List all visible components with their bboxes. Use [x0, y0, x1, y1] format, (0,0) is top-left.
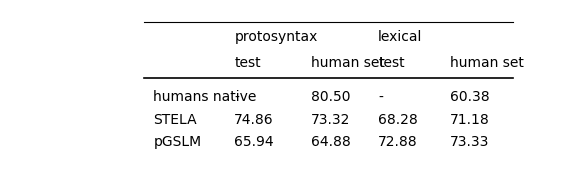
Text: human set: human set: [450, 56, 524, 70]
Text: test: test: [234, 56, 261, 70]
Text: 74.86: 74.86: [234, 113, 274, 127]
Text: 68.28: 68.28: [378, 113, 418, 127]
Text: test: test: [378, 56, 405, 70]
Text: protosyntax: protosyntax: [234, 30, 318, 44]
Text: 73.33: 73.33: [450, 136, 490, 149]
Text: 65.94: 65.94: [234, 136, 274, 149]
Text: -: -: [234, 90, 239, 104]
Text: 60.38: 60.38: [450, 90, 490, 104]
Text: human set: human set: [311, 56, 385, 70]
Text: 64.88: 64.88: [311, 136, 350, 149]
Text: humans native: humans native: [153, 90, 257, 104]
Text: pGSLM: pGSLM: [153, 136, 201, 149]
Text: lexical: lexical: [378, 30, 423, 44]
Text: 72.88: 72.88: [378, 136, 418, 149]
Text: 71.18: 71.18: [450, 113, 490, 127]
Text: STELA: STELA: [153, 113, 197, 127]
Text: -: -: [378, 90, 383, 104]
Text: 80.50: 80.50: [311, 90, 350, 104]
Text: 73.32: 73.32: [311, 113, 350, 127]
